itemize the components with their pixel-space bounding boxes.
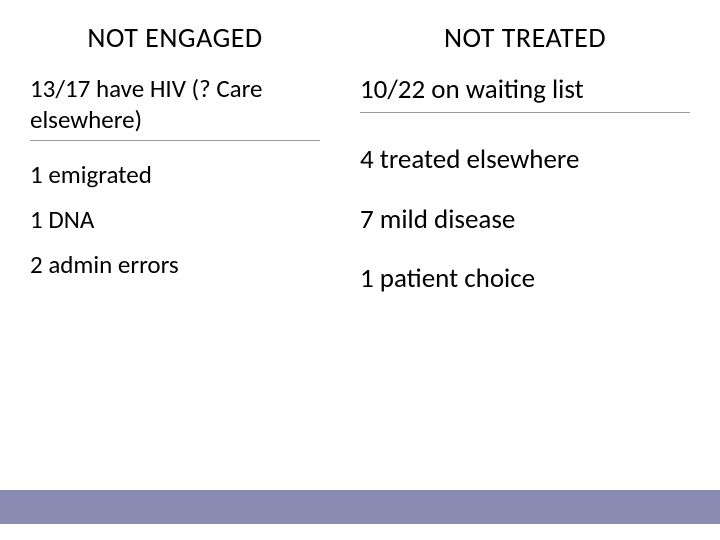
list-item: 13/17 have HIV (? Care elsewhere) (30, 73, 320, 141)
list-item: 4 treated elsewhere (360, 143, 690, 177)
footer-accent-bar (0, 490, 720, 524)
columns: NOT ENGAGED 13/17 have HIV (? Care elsew… (0, 0, 720, 322)
list-item: 1 patient choice (360, 262, 690, 296)
list-item: 7 mild disease (360, 203, 690, 237)
list-item: 1 DNA (30, 204, 320, 235)
list-item: 2 admin errors (30, 249, 320, 280)
list-item: 1 emigrated (30, 159, 320, 190)
slide: NOT ENGAGED 13/17 have HIV (? Care elsew… (0, 0, 720, 540)
column-not-treated: NOT TREATED 10/22 on waiting list 4 trea… (360, 20, 690, 322)
column-not-engaged: NOT ENGAGED 13/17 have HIV (? Care elsew… (30, 20, 320, 322)
heading-not-treated: NOT TREATED (360, 20, 690, 55)
heading-not-engaged: NOT ENGAGED (30, 20, 320, 55)
list-item: 10/22 on waiting list (360, 73, 690, 113)
